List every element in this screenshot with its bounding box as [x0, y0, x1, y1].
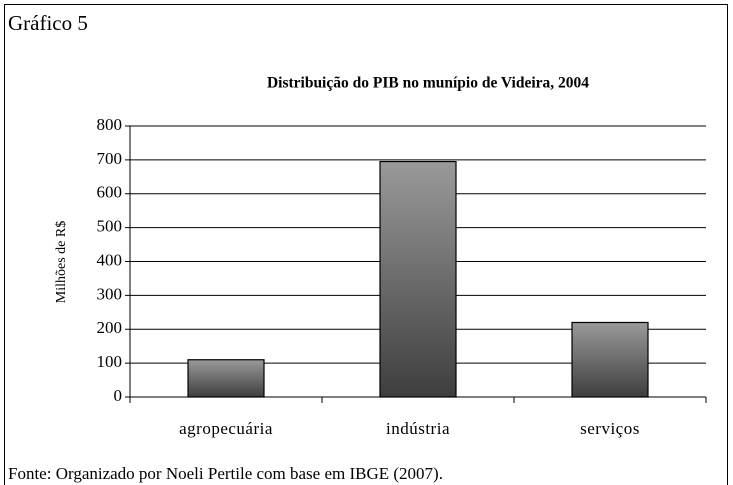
y-tick-label: 700: [97, 149, 123, 168]
y-tick-label: 300: [97, 284, 123, 303]
y-tick-label: 200: [97, 318, 123, 337]
y-axis-label: Milhões de R$: [54, 221, 69, 303]
bar: [379, 160, 457, 398]
y-tick-label: 400: [97, 250, 123, 269]
x-tick-label: agropecuária: [179, 419, 273, 438]
figure-label: Gráfico 5: [8, 11, 88, 35]
source-note: Fonte: Organizado por Noeli Pertile com …: [8, 464, 443, 483]
bar: [571, 321, 649, 398]
y-tick-label: 100: [97, 352, 123, 371]
chart-title: Distribuição do PIB no munípio de Videir…: [267, 75, 589, 92]
bar: [187, 359, 265, 398]
frame: [4, 4, 728, 485]
y-tick-label: 0: [114, 386, 123, 405]
y-tick-label: 800: [97, 115, 123, 134]
x-tick-label: indústria: [386, 419, 450, 438]
y-tick-label: 600: [97, 183, 123, 202]
x-tick-label: serviços: [580, 419, 640, 438]
y-tick-label: 500: [97, 217, 123, 236]
